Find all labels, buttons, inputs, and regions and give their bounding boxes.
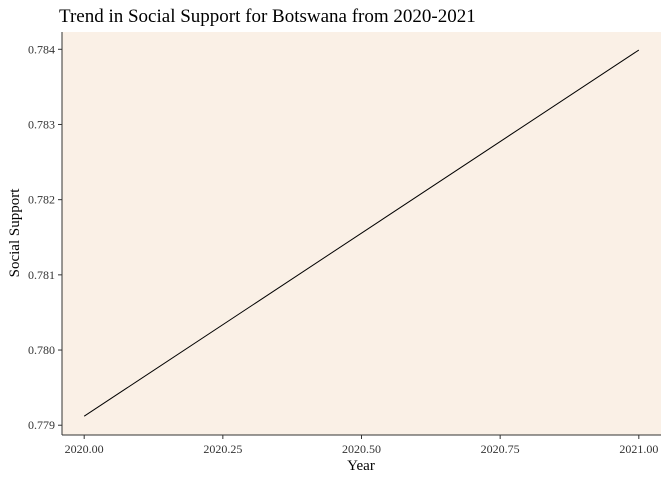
chart-title: Trend in Social Support for Botswana fro… — [59, 6, 476, 27]
y-tick-label: 0.783 — [28, 117, 55, 131]
x-tick-label: 2020.75 — [481, 442, 520, 456]
series-layer — [83, 49, 640, 417]
x-axis-label: Year — [347, 458, 375, 474]
y-axis-label: Social Support — [7, 188, 23, 278]
y-tick-label: 0.779 — [28, 418, 55, 432]
x-axis: 2020.00 2020.25 2020.50 2020.75 2021.00 — [65, 435, 658, 456]
y-tick-label: 0.781 — [28, 268, 55, 282]
series-line — [83, 49, 640, 417]
y-tick-label: 0.780 — [28, 343, 55, 357]
y-tick-label: 0.784 — [28, 42, 55, 56]
x-tick-label: 2020.50 — [342, 442, 381, 456]
x-tick-label: 2021.00 — [619, 442, 658, 456]
x-tick-label: 2020.25 — [203, 442, 242, 456]
y-tick-label: 0.782 — [28, 193, 55, 207]
y-axis: 0.779 0.780 0.781 0.782 0.783 0.784 — [28, 42, 62, 432]
x-tick-label: 2020.00 — [65, 442, 104, 456]
